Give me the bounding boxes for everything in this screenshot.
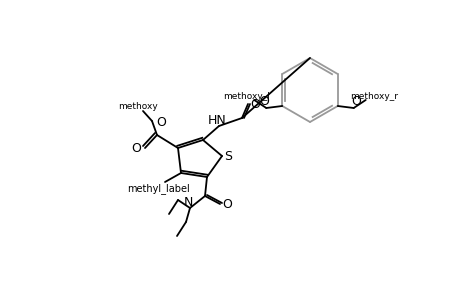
Text: methoxy_r: methoxy_r (349, 92, 397, 100)
Text: S: S (224, 149, 231, 163)
Text: O: O (259, 94, 269, 107)
Text: HN: HN (207, 115, 226, 128)
Text: N: N (183, 196, 192, 209)
Text: O: O (350, 94, 360, 107)
Text: O: O (250, 98, 259, 110)
Text: methoxy_l: methoxy_l (222, 92, 269, 100)
Text: methoxy: methoxy (118, 101, 157, 110)
Text: O: O (156, 116, 166, 128)
Text: O: O (222, 199, 231, 212)
Text: O: O (131, 142, 140, 154)
Text: methyl_label: methyl_label (127, 184, 190, 194)
